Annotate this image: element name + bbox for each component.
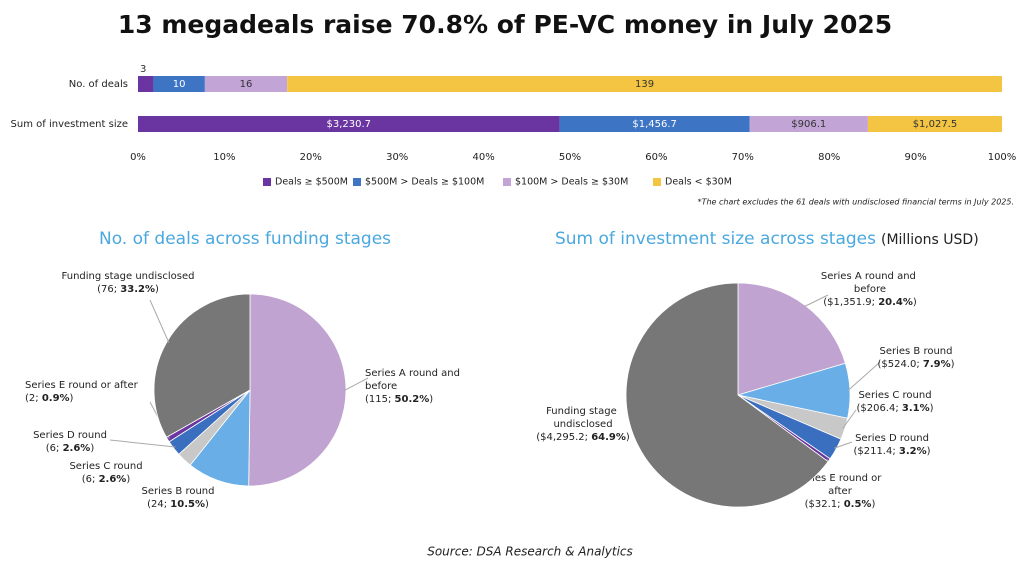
slice-label: Funding stage undisclosed xyxy=(546,406,620,430)
pie-slice xyxy=(153,293,251,438)
slice-label: Series E round or after xyxy=(795,473,884,497)
pie-subtitle: (Millions USD) xyxy=(881,232,979,248)
x-tick-label: 30% xyxy=(386,152,408,163)
x-tick-label: 50% xyxy=(559,152,581,163)
leader-line xyxy=(834,441,853,449)
slice-value-label: (76; 33.2%) xyxy=(97,284,159,295)
data-label: 10 xyxy=(173,79,186,90)
slice-value-label: (24; 10.5%) xyxy=(147,499,209,510)
slice-value-label: ($524.0; 7.9%) xyxy=(877,359,954,370)
leader-line xyxy=(847,361,881,392)
leader-line xyxy=(803,294,829,308)
legend-label: Deals ≥ $500M xyxy=(275,177,348,188)
legend-label: Deals < $30M xyxy=(665,177,732,188)
x-tick-label: 80% xyxy=(818,152,840,163)
bar-segment xyxy=(559,116,750,132)
legend-label: $100M > Deals ≥ $30M xyxy=(515,177,628,188)
slice-value-label: (115; 50.2%) xyxy=(365,394,433,405)
slice-label: Series D round xyxy=(855,433,929,444)
slice-label: Funding stage undisclosed xyxy=(62,271,195,282)
legend-swatch xyxy=(353,178,361,186)
bar-segment xyxy=(867,116,1002,132)
page-title: 13 megadeals raise 70.8% of PE-VC money … xyxy=(118,10,892,39)
x-tick-label: 90% xyxy=(904,152,926,163)
y-tick-label: Sum of investment size xyxy=(11,119,128,130)
pie-title: Sum of investment size across stages xyxy=(555,229,876,249)
slice-value-label: (2; 0.9%) xyxy=(25,393,74,404)
x-tick-label: 40% xyxy=(472,152,494,163)
slice-value-label: ($206.4; 3.1%) xyxy=(856,403,933,414)
data-label: $906.1 xyxy=(791,119,826,130)
slice-label: Series C round xyxy=(858,390,931,401)
legend-label: $500M > Deals ≥ $100M xyxy=(365,177,484,188)
bar-segment xyxy=(153,76,205,92)
data-label: $1,456.7 xyxy=(632,119,677,130)
slice-label: Series D round xyxy=(33,430,107,441)
slice-label: Series E round or after xyxy=(25,380,139,391)
x-tick-label: 20% xyxy=(300,152,322,163)
data-label: $1,027.5 xyxy=(913,119,958,130)
y-tick-label: No. of deals xyxy=(69,79,128,90)
slice-label: Series A round and before xyxy=(365,368,463,392)
x-tick-label: 0% xyxy=(130,152,146,163)
pie-slice xyxy=(248,293,347,487)
legend-swatch xyxy=(653,178,661,186)
bar-segment xyxy=(287,76,1003,92)
leader-line xyxy=(842,409,857,429)
pie-slice xyxy=(737,282,846,396)
bar-segment xyxy=(204,76,288,92)
bar-segment xyxy=(749,116,868,132)
slice-value-label: ($1,351.9; 20.4%) xyxy=(823,297,917,308)
source: Source: DSA Research & Analytics xyxy=(427,545,633,559)
slice-value-label: ($32.1; 0.5%) xyxy=(805,499,876,510)
note: *The chart excludes the 61 deals with un… xyxy=(698,198,1014,207)
slice-value-label: (6; 2.6%) xyxy=(46,443,95,454)
slice-label: Series C round xyxy=(69,461,142,472)
legend-swatch xyxy=(503,178,511,186)
legend-swatch xyxy=(263,178,271,186)
slice-label: Series B round xyxy=(141,486,214,497)
leader-line xyxy=(109,439,176,448)
slice-value-label: (6; 2.6%) xyxy=(82,474,131,485)
leader-line xyxy=(343,377,369,392)
slice-value-label: ($4,295.2; 64.9%) xyxy=(536,432,630,443)
x-tick-label: 60% xyxy=(645,152,667,163)
pie-title: No. of deals across funding stages xyxy=(99,229,391,249)
data-label: $3,230.7 xyxy=(327,119,372,130)
x-tick-label: 10% xyxy=(213,152,235,163)
leader-line xyxy=(149,299,170,343)
bar-segment xyxy=(138,76,154,92)
data-label: 3 xyxy=(140,64,146,75)
slice-label: Series B round xyxy=(879,346,952,357)
pie-slice xyxy=(625,282,829,508)
data-label: 16 xyxy=(240,79,253,90)
data-label: 139 xyxy=(635,79,654,90)
x-tick-label: 100% xyxy=(988,152,1017,163)
x-tick-label: 70% xyxy=(732,152,754,163)
slice-label: Series A round and before xyxy=(821,271,919,295)
bar-segment xyxy=(138,116,560,132)
slice-value-label: ($211.4; 3.2%) xyxy=(853,446,930,457)
